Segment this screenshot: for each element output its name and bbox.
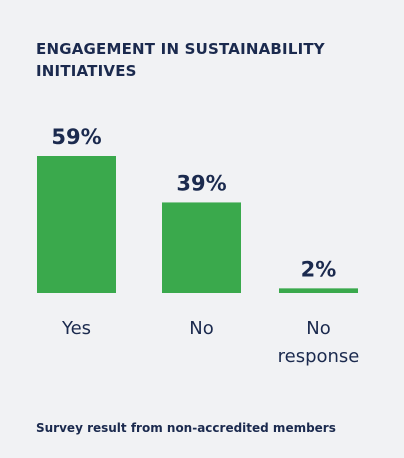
chart-footnote: Survey result from non-accredited member… — [36, 421, 336, 435]
bar-yes — [37, 156, 116, 293]
bar-no-response — [279, 288, 358, 293]
bar-no — [162, 202, 241, 293]
category-label: Yes — [61, 318, 91, 339]
value-label: 39% — [176, 171, 226, 195]
value-label: 59% — [51, 125, 101, 149]
category-label: No — [189, 318, 213, 339]
value-label: 2% — [301, 257, 337, 281]
chart-title: ENGAGEMENT IN SUSTAINABILITY INITIATIVES — [36, 40, 325, 80]
category-label: No response — [278, 318, 360, 367]
bar-chart: 59% Yes 39% No 2% No response — [37, 125, 360, 367]
